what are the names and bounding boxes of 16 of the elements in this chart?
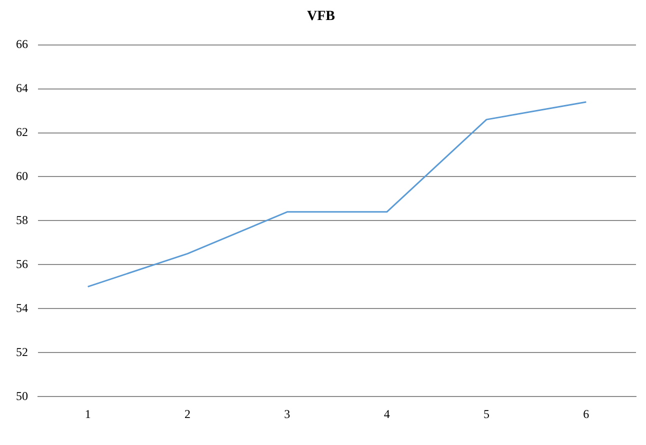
x-tick-label: 4 [384,406,390,421]
y-tick-label: 62 [16,124,28,139]
y-tick-label: 64 [16,80,28,95]
y-tick-label: 54 [16,300,28,315]
y-tick-label: 60 [16,168,28,183]
chart-title: VFB [307,9,335,24]
y-tick-label: 50 [16,388,28,403]
x-tick-label: 1 [84,406,91,421]
x-tick-label: 2 [184,406,190,421]
y-tick-label: 58 [16,212,28,227]
y-tick-label: 52 [16,344,28,359]
x-tick-label: 3 [284,406,290,421]
y-tick-label: 56 [16,256,28,271]
y-tick-label: 66 [16,36,28,51]
x-tick-label: 6 [583,406,590,421]
x-tick-label: 5 [484,406,490,421]
